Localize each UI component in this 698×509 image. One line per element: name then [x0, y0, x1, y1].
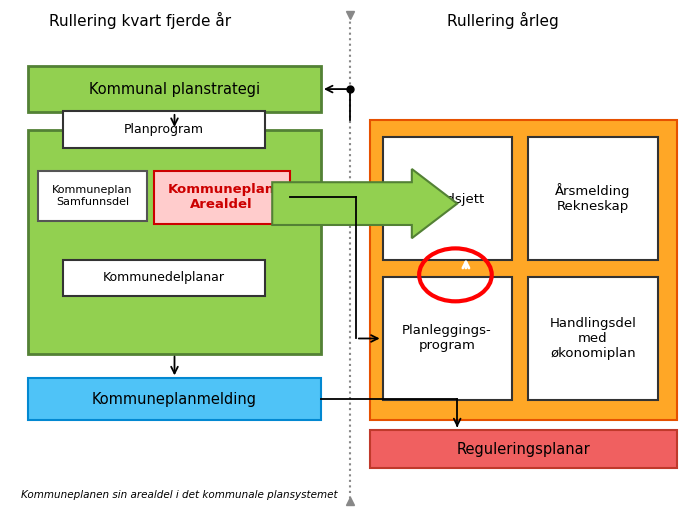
FancyBboxPatch shape [528, 137, 658, 260]
Text: Planleggings-
program: Planleggings- program [402, 324, 492, 353]
FancyBboxPatch shape [38, 171, 147, 221]
Text: Kommuneplanen sin arealdel i det kommunale plansystemet: Kommuneplanen sin arealdel i det kommuna… [21, 490, 338, 500]
FancyBboxPatch shape [63, 260, 265, 296]
Text: Årsmelding
Rekneskap: Årsmelding Rekneskap [555, 184, 631, 213]
Polygon shape [272, 169, 457, 238]
FancyBboxPatch shape [28, 378, 321, 420]
Text: Kommuneplan
Samfunnsdel: Kommuneplan Samfunnsdel [52, 185, 133, 207]
Text: Årsbudsjett: Årsbudsjett [409, 191, 485, 206]
FancyBboxPatch shape [28, 66, 321, 112]
FancyBboxPatch shape [28, 130, 321, 354]
Text: Kommuneplan
Arealdel: Kommuneplan Arealdel [168, 183, 275, 211]
Text: Kommuneplanmelding: Kommuneplanmelding [92, 391, 257, 407]
Text: Rullering årleg: Rullering årleg [447, 12, 558, 29]
Text: Rullering kvart fjerde år: Rullering kvart fjerde år [49, 12, 230, 29]
FancyBboxPatch shape [370, 120, 677, 420]
Text: Kommunal planstrategi: Kommunal planstrategi [89, 81, 260, 97]
FancyBboxPatch shape [528, 277, 658, 400]
FancyBboxPatch shape [383, 277, 512, 400]
Text: Planprogram: Planprogram [124, 123, 204, 136]
FancyBboxPatch shape [383, 137, 512, 260]
Text: Kommunedelplanar: Kommunedelplanar [103, 271, 225, 285]
Text: Reguleringsplanar: Reguleringsplanar [456, 442, 591, 457]
FancyBboxPatch shape [63, 111, 265, 148]
Text: Handlingsdel
med
økonomiplan: Handlingsdel med økonomiplan [549, 317, 637, 360]
FancyBboxPatch shape [370, 430, 677, 468]
FancyBboxPatch shape [154, 171, 290, 224]
